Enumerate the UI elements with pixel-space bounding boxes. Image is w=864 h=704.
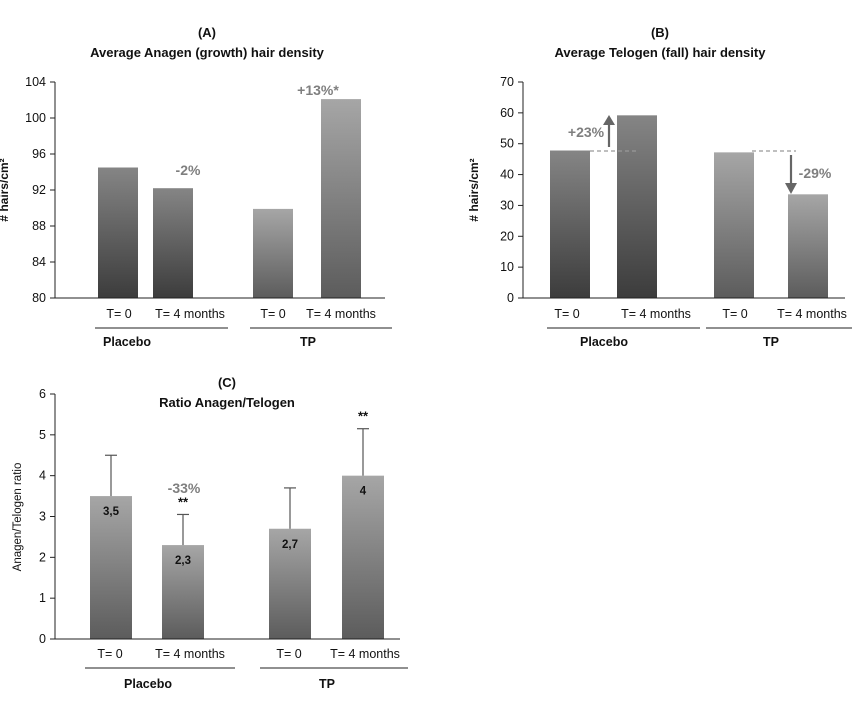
- chart-c-group-0: Placebo: [124, 677, 172, 691]
- chart-a-group-1: TP: [300, 335, 316, 349]
- chart-c-cat-1: T= 4 months: [155, 647, 225, 661]
- chart-c-bar-0: [90, 496, 132, 639]
- chart-a-cat-2: T= 0: [260, 307, 285, 321]
- chart-a-ytick-label-4: 96: [32, 147, 46, 161]
- chart-c-significance-3: **: [358, 409, 369, 424]
- chart-b-ytick-label-3: 30: [500, 198, 514, 212]
- chart-c-bar-3: [342, 475, 384, 639]
- chart-c-bar-1: [162, 545, 204, 639]
- chart-c-ytick-label-6: 6: [39, 387, 46, 401]
- chart-b-cat-1: T= 4 months: [621, 307, 691, 321]
- chart-a-cat-0: T= 0: [106, 307, 131, 321]
- chart-b-bar-3: [788, 194, 828, 298]
- chart-a-ytick-label-5: 100: [25, 111, 46, 125]
- chart-a-cat-1: T= 4 months: [155, 307, 225, 321]
- chart-b-title: Average Telogen (fall) hair density: [555, 45, 767, 60]
- chart-a-ylabel: # hairs/cm²: [0, 158, 11, 221]
- chart-a-ytick-label-1: 84: [32, 255, 46, 269]
- chart-a-group-0: Placebo: [103, 335, 151, 349]
- chart-b-ytick-label-7: 70: [500, 75, 514, 89]
- chart-b-ytick-label-0: 0: [507, 291, 514, 305]
- chart-c-data-label-3: 4: [360, 486, 367, 498]
- chart-b-arrow-down-head: [785, 183, 797, 194]
- chart-c-cat-0: T= 0: [97, 647, 122, 661]
- chart-b-ylabel: # hairs/cm²: [467, 158, 481, 221]
- chart-c-cat-2: T= 0: [276, 647, 301, 661]
- chart-c-group-1: TP: [319, 677, 335, 691]
- chart-a-bar-1: [153, 188, 193, 298]
- chart-c-significance-1: **: [178, 494, 189, 509]
- chart-a-annotation-0: -2%: [176, 162, 201, 178]
- chart-b-cat-0: T= 0: [554, 307, 579, 321]
- chart-b-bar-0: [550, 150, 590, 298]
- chart-b-annotation-0: +23%: [568, 124, 605, 140]
- chart-a-bar-0: [98, 167, 138, 298]
- chart-c-ytick-label-2: 2: [39, 550, 46, 564]
- chart-a-annotation-1: +13%*: [297, 82, 339, 98]
- chart-c-bar-2: [269, 528, 311, 639]
- chart-b-ytick-label-5: 50: [500, 137, 514, 151]
- chart-a-cat-3: T= 4 months: [306, 307, 376, 321]
- chart-c-ytick-label-0: 0: [39, 632, 46, 646]
- chart-b-group-0: Placebo: [580, 335, 628, 349]
- chart-c-cat-3: T= 4 months: [330, 647, 400, 661]
- chart-c-data-label-0: 3,5: [103, 506, 120, 518]
- chart-c: (C) Ratio Anagen/Telogen Anagen/Telogen …: [12, 375, 408, 691]
- chart-a-ytick-label-0: 80: [32, 291, 46, 305]
- chart-b-ytick-label-6: 60: [500, 106, 514, 120]
- chart-c-ytick-label-5: 5: [39, 428, 46, 442]
- chart-c-ytick-label-1: 1: [39, 591, 46, 605]
- chart-a-bar-3: [321, 99, 361, 298]
- chart-b-ytick-label-1: 10: [500, 260, 514, 274]
- chart-c-data-label-1: 2,3: [175, 555, 191, 567]
- chart-c-annotation-0: -33%: [168, 480, 201, 496]
- chart-b-bar-2: [714, 152, 754, 298]
- chart-a-ytick-label-2: 88: [32, 219, 46, 233]
- chart-b-cat-3: T= 4 months: [777, 307, 847, 321]
- chart-b-bar-1: [617, 115, 657, 298]
- chart-a-panel-label: (A): [198, 25, 216, 40]
- chart-b-ytick-label-4: 40: [500, 168, 514, 182]
- chart-b-cat-2: T= 0: [722, 307, 747, 321]
- chart-c-data-label-2: 2,7: [282, 539, 298, 551]
- chart-b-arrow-up-head: [603, 115, 615, 125]
- chart-c-ytick-label-4: 4: [39, 469, 46, 483]
- chart-c-ylabel: Anagen/Telogen ratio: [12, 463, 24, 572]
- chart-a-title: Average Anagen (growth) hair density: [90, 45, 325, 60]
- chart-b-group-1: TP: [763, 335, 779, 349]
- chart-a: (A) Average Anagen (growth) hair density…: [0, 25, 392, 349]
- chart-a-ytick-label-3: 92: [32, 183, 46, 197]
- chart-c-title: Ratio Anagen/Telogen: [159, 395, 295, 410]
- chart-b-ytick-label-2: 20: [500, 229, 514, 243]
- chart-b: (B) Average Telogen (fall) hair density …: [467, 25, 852, 349]
- chart-a-ytick-label-6: 104: [25, 75, 46, 89]
- chart-a-bar-2: [253, 208, 293, 298]
- chart-c-ytick-label-3: 3: [39, 510, 46, 524]
- chart-b-annotation-1: -29%: [799, 165, 832, 181]
- chart-b-panel-label: (B): [651, 25, 669, 40]
- chart-c-panel-label: (C): [218, 375, 236, 390]
